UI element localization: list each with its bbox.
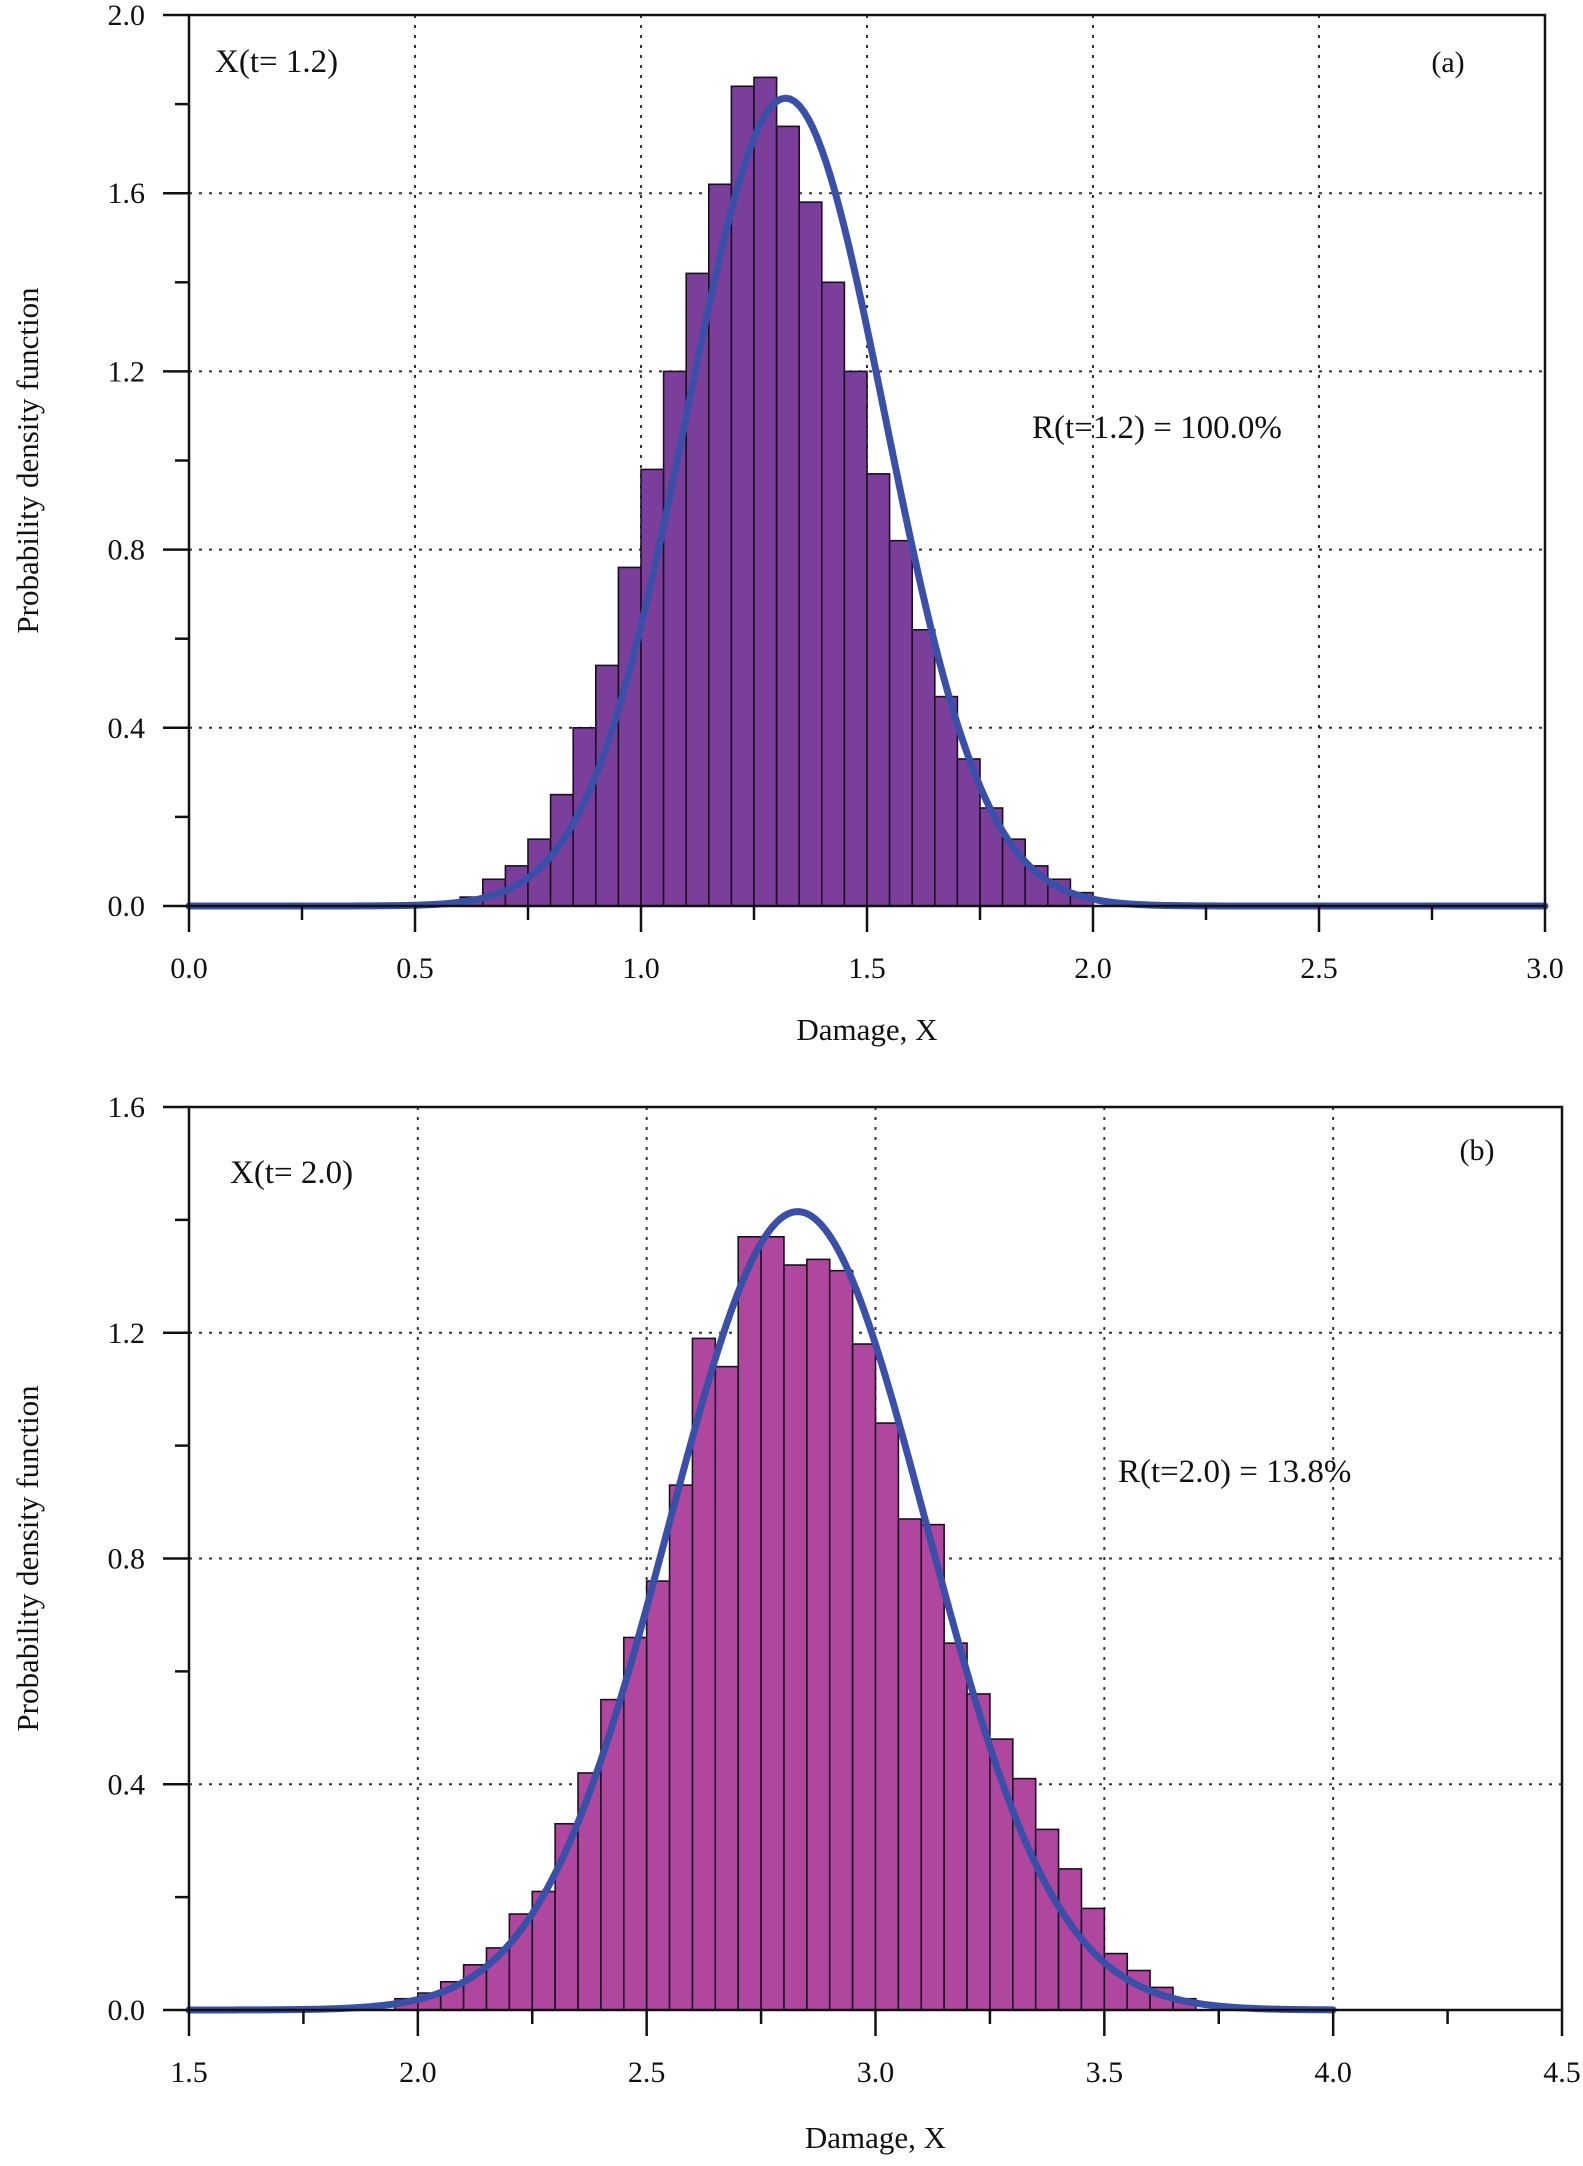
- panel-a-x-axis-title: Damage, X: [796, 1012, 937, 1047]
- panel-b-bar-23: [920, 1523, 945, 2011]
- panel-a-bar-6: [594, 664, 620, 907]
- panel-b-xtick-label-6: 4.5: [1543, 2056, 1581, 2089]
- panel-b-label: (b): [1460, 1134, 1495, 1167]
- panel-a-bar-7: [617, 566, 642, 907]
- panel-a-bar-9: [662, 370, 687, 907]
- panel-a-bar-20: [911, 628, 936, 907]
- panel-b-xtick-label-2: 2.5: [628, 2056, 666, 2089]
- panel-a-bar-13: [753, 76, 778, 907]
- panel-a-bar-17: [843, 370, 868, 907]
- panel-b-xtick-label-4: 3.5: [1086, 2056, 1124, 2089]
- panel-a-bar-18: [866, 473, 891, 907]
- panel-b-bar-14: [714, 1365, 739, 2011]
- panel-a-ytick-label-3: 1.2: [108, 355, 146, 388]
- panel-a-histogram-bars: [459, 76, 1094, 907]
- panel-b-fitted-curve: [185, 1208, 1337, 2014]
- panel-a-bar-16: [820, 281, 846, 907]
- panel-a-reliability-annotation: R(t=1.2) = 100.0%: [1032, 410, 1282, 446]
- panel-b-bar-11: [645, 1580, 671, 2011]
- panel-a-chart: 0.0 0.5 1.0 1.5 2.0 2.5 3.00.00.40.81.21.62.0 …: [10, 0, 1564, 1047]
- panel-a-label: (a): [1431, 46, 1464, 79]
- panel-b-ytick-label-1: 0.4: [108, 1768, 146, 1801]
- panel-b-xtick-label-1: 2.0: [399, 2056, 437, 2089]
- panel-a-ytick-label-0: 0.0: [108, 890, 146, 923]
- panel-a-time-annotation: X(t= 1.2): [215, 44, 338, 80]
- panel-b-bar-18: [806, 1258, 831, 2011]
- panel-b-histogram-bars: [394, 1236, 1197, 2011]
- panel-b-bar-22: [897, 1518, 923, 2011]
- panel-b-fitted-curve-group: [185, 1208, 1337, 2014]
- panel-b-reliability-annotation: R(t=2.0) = 13.8%: [1118, 1454, 1351, 1490]
- panel-b-ytick-label-4: 1.6: [108, 1091, 146, 1124]
- panel-a-xtick-label-6: 3.0: [1526, 952, 1564, 985]
- panel-b-ytick-label-0: 0.0: [108, 1994, 146, 2027]
- panel-b-bar-13: [691, 1337, 717, 2011]
- panel-b-bar-12: [668, 1484, 694, 2011]
- panel-b-bar-15: [737, 1236, 762, 2011]
- panel-b-bar-17: [783, 1264, 808, 2011]
- panel-b-bar-20: [851, 1343, 877, 2011]
- panel-b-bar-19: [828, 1269, 854, 2011]
- panel-b-grid: [189, 1107, 1562, 2010]
- panel-a-xtick-label-0: 0.0: [170, 952, 208, 985]
- panel-a-bar-19: [888, 539, 913, 907]
- panel-b-ytick-label-2: 0.8: [108, 1543, 146, 1576]
- panel-a-bar-21: [933, 695, 959, 907]
- panel-a-bar-15: [798, 201, 823, 907]
- panel-b-bar-21: [874, 1422, 900, 2011]
- panel-a-xtick-label-4: 2.0: [1074, 952, 1112, 985]
- panel-b-bar-28: [1034, 1828, 1060, 2011]
- panel-a-ytick-label-2: 0.8: [108, 534, 146, 567]
- panel-a-ytick-label-4: 1.6: [108, 177, 146, 210]
- panel-a-y-axis-title: Probability density function: [10, 287, 45, 634]
- panel-a-ytick-label-1: 0.4: [108, 712, 146, 745]
- panel-b-bar-24: [943, 1642, 968, 2011]
- panel-b-xtick-label-0: 1.5: [170, 2056, 208, 2089]
- panel-b-ytick-label-3: 1.2: [108, 1317, 146, 1350]
- panel-b-y-axis-title: Probability density function: [10, 1385, 45, 1732]
- panel-b-chart: 1.5 2.0 2.5 3.0 3.5 4.0 4.5 0.0 0.4 0.8 1.2 1.6 (b)…: [10, 1091, 1581, 2155]
- panel-a-xtick-label-1: 0.5: [396, 952, 434, 985]
- panel-b-xtick-label-5: 4.0: [1314, 2056, 1352, 2089]
- panel-a-xtick-label-2: 1.0: [622, 952, 660, 985]
- panel-b-bar-16: [760, 1236, 785, 2011]
- panel-b-bar-10: [622, 1636, 648, 2011]
- panel-b-time-annotation: X(t= 2.0): [230, 1155, 353, 1191]
- panel-a-bar-14: [775, 125, 800, 907]
- panel-a-ytick-label-5: 2.0: [108, 0, 146, 32]
- panel-a-xtick-label-3: 1.5: [848, 952, 886, 985]
- panel-b-xtick-label-3: 3.0: [857, 2056, 895, 2089]
- panel-b-x-axis-title: Damage, X: [805, 2120, 946, 2155]
- panel-b-ticks: 1.5 2.0 2.5 3.0 3.5 4.0 4.5 0.0 0.4 0.8 1.2 1.6: [108, 1091, 1581, 2089]
- panel-a-xtick-label-5: 2.5: [1300, 952, 1338, 985]
- panel-a-ticks: 0.0 0.5 1.0 1.5 2.0 2.5 3.0 0.0 0.4 0.8 1.2 1.6 2.0: [108, 0, 1564, 985]
